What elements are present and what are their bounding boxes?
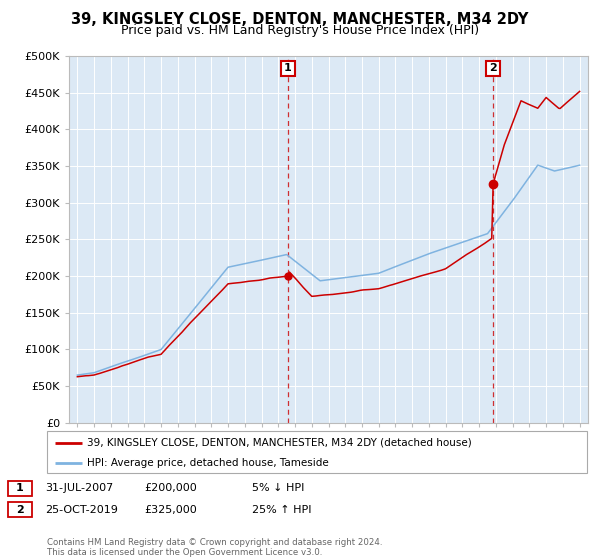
Text: £200,000: £200,000 <box>144 483 197 493</box>
Text: 5% ↓ HPI: 5% ↓ HPI <box>252 483 304 493</box>
Text: Contains HM Land Registry data © Crown copyright and database right 2024.
This d: Contains HM Land Registry data © Crown c… <box>47 538 382 557</box>
Text: 2: 2 <box>16 505 23 515</box>
Text: HPI: Average price, detached house, Tameside: HPI: Average price, detached house, Tame… <box>88 458 329 468</box>
FancyBboxPatch shape <box>47 431 587 473</box>
Text: £325,000: £325,000 <box>144 505 197 515</box>
Text: 31-JUL-2007: 31-JUL-2007 <box>45 483 113 493</box>
Text: 39, KINGSLEY CLOSE, DENTON, MANCHESTER, M34 2DY: 39, KINGSLEY CLOSE, DENTON, MANCHESTER, … <box>71 12 529 27</box>
Text: 1: 1 <box>16 483 23 493</box>
Text: 25-OCT-2019: 25-OCT-2019 <box>45 505 118 515</box>
Text: 25% ↑ HPI: 25% ↑ HPI <box>252 505 311 515</box>
Text: Price paid vs. HM Land Registry's House Price Index (HPI): Price paid vs. HM Land Registry's House … <box>121 24 479 36</box>
Text: 2: 2 <box>489 63 497 73</box>
Text: 39, KINGSLEY CLOSE, DENTON, MANCHESTER, M34 2DY (detached house): 39, KINGSLEY CLOSE, DENTON, MANCHESTER, … <box>88 437 472 447</box>
Text: 1: 1 <box>284 63 292 73</box>
